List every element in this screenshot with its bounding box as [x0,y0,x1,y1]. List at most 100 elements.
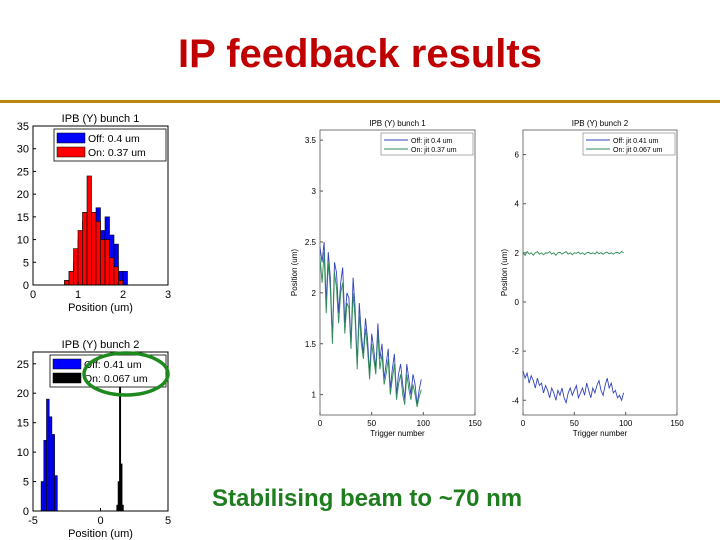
plot-frame [32,125,169,286]
x-tick-label: 2 [120,289,126,301]
hist-bar [120,463,123,512]
y-tick-label: -2 [512,347,520,356]
x-tick-label: 5 [165,515,171,527]
y-tick-label: 20 [17,189,29,201]
y-tick-label: -4 [512,396,520,405]
y-tick-label: 20 [17,388,29,400]
y-tick-label: 10 [17,235,29,247]
x-tick-label: 50 [570,419,579,428]
x-axis-label: Trigger number [370,429,425,438]
y-tick-label: 35 [17,121,29,133]
legend-swatch [56,146,86,158]
series-line [522,370,625,405]
x-tick-label: 100 [417,419,431,428]
hist-bar [95,221,101,286]
y-tick-label: 3 [312,187,317,196]
y-tick-label: 0 [23,280,29,292]
hist-bar [109,257,115,286]
legend-label: On: jit 0.37 um [411,147,457,154]
y-tick-label: 3.5 [305,136,317,145]
hist-bar [40,481,45,512]
legend-label: Off: jit 0.41 um [613,138,659,145]
series-line [319,241,422,405]
legend-label: On: 0.067 um [84,373,148,385]
legend-swatch [56,132,86,144]
hist-bar [121,504,124,512]
hist-bar [43,440,47,512]
y-tick-label: 0 [515,298,520,307]
legend-label: Off: jit 0.4 um [411,138,453,145]
histogram-bunch-1: IPB (Y) bunch 1 0 5 10 15 20 25 30 35 0 1 2 3 Positio… [17,113,171,314]
y-tick-label: 2.5 [305,238,317,247]
highlight-ring [82,351,170,397]
x-tick-label: 150 [670,419,684,428]
x-tick-label: -5 [28,515,38,527]
hist-bar [118,280,124,286]
y-tick-label: 30 [17,144,29,156]
hist-bar [51,434,55,512]
plot-frame [522,129,678,416]
legend-label: On: jit 0.067 um [613,147,663,154]
y-tick-label: 2 [515,249,520,258]
y-tick-label: 1 [312,391,317,400]
y-tick-label: 15 [17,212,29,224]
hist-bar [77,230,83,286]
hist-bar [122,271,128,286]
caption: Stabilising beam to ~70 nm [212,485,523,512]
legend-label: On: 0.37 um [88,147,146,159]
title-divider [0,100,720,103]
hist-bar [104,239,110,286]
x-axis-label: Position (um) [68,528,133,540]
slide-title: IP feedback results [178,32,542,76]
hist-bar [48,416,53,512]
series-line [522,250,624,257]
hist-bar [68,271,74,286]
x-tick-label: 100 [619,419,633,428]
hist-bar [82,212,88,286]
x-tick-label: 150 [468,419,482,428]
x-axis-label: Trigger number [573,429,628,438]
chart-title: IPB (Y) bunch 1 [369,119,426,128]
hist-bar [100,239,106,286]
legend-label: Off: 0.41 um [84,359,142,371]
y-tick-label: 1.5 [305,340,317,349]
hist-bar [64,280,70,286]
x-tick-label: 1 [75,289,81,301]
x-axis-label: Position (um) [68,302,133,314]
x-tick-label: 3 [165,289,171,301]
y-tick-label: 25 [17,359,29,371]
chart-title: IPB (Y) bunch 2 [572,119,629,128]
x-tick-label: 0 [318,419,323,428]
legend-swatch [52,372,82,384]
x-tick-label: 0 [521,419,526,428]
y-tick-label: 5 [23,257,29,269]
hist-bar [54,475,58,512]
y-tick-label: 2 [312,289,317,298]
y-tick-label: 15 [17,418,29,430]
legend-swatch [52,358,82,370]
chart-title: IPB (Y) bunch 2 [62,339,140,351]
chart-title: IPB (Y) bunch 1 [62,113,140,125]
hist-bar [46,398,50,512]
y-axis-label: Position (um) [500,249,509,296]
y-tick-label: 5 [23,477,29,489]
y-tick-label: 6 [515,151,520,160]
highlight-ellipse [82,351,170,397]
x-tick-label: 50 [367,419,376,428]
y-tick-label: 0 [23,506,29,518]
y-tick-label: 10 [17,447,29,459]
hist-bar [86,175,92,286]
hist-bar [91,212,97,286]
x-tick-label: 0 [97,515,103,527]
plot-frame [319,129,476,416]
series-line [319,252,422,407]
timeseries-bunch-1: IPB (Y) bunch 1 1 1.5 2 2.5 3 3.5 0 50 100 150 Trig… [290,119,482,438]
hist-bar [73,248,79,286]
y-tick-label: 4 [515,200,520,209]
legend-label: Off: 0.4 um [88,133,140,145]
x-tick-label: 0 [30,289,36,301]
timeseries-bunch-2: IPB (Y) bunch 2 -4 -2 0 2 4 6 0 50 100 150 Trigger … [500,119,684,438]
y-tick-label: 25 [17,166,29,178]
y-axis-label: Position (um) [290,249,299,296]
hist-bar [113,266,119,286]
